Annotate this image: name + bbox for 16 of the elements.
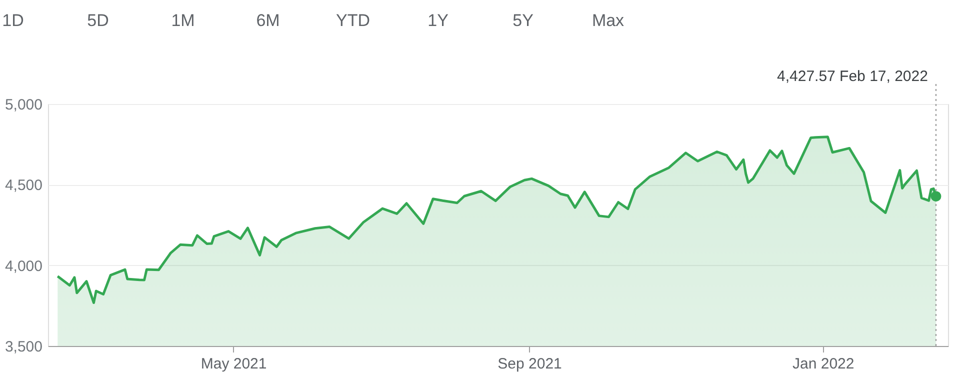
text: 1Y bbox=[428, 11, 448, 30]
text: 6M bbox=[256, 11, 280, 30]
text: 1M bbox=[171, 11, 195, 30]
text: 4,427.57 Feb 17, 2022 bbox=[777, 68, 928, 85]
x-tick-label: Sep 2021 bbox=[498, 356, 562, 372]
y-tick-label: 4,000 bbox=[4, 258, 42, 275]
y-tick-label: 4,500 bbox=[4, 177, 42, 194]
y-tick-label: 5,000 bbox=[4, 96, 42, 114]
y-tick-label: 3,500 bbox=[4, 338, 42, 356]
text: Max bbox=[592, 11, 625, 30]
x-tick-label: Jan 2022 bbox=[792, 356, 854, 372]
text: 5Y bbox=[512, 11, 534, 30]
text: 5D bbox=[87, 11, 109, 30]
text: YTD bbox=[336, 11, 370, 30]
text: 1D bbox=[2, 11, 24, 30]
x-tick-label: May 2021 bbox=[200, 356, 267, 372]
